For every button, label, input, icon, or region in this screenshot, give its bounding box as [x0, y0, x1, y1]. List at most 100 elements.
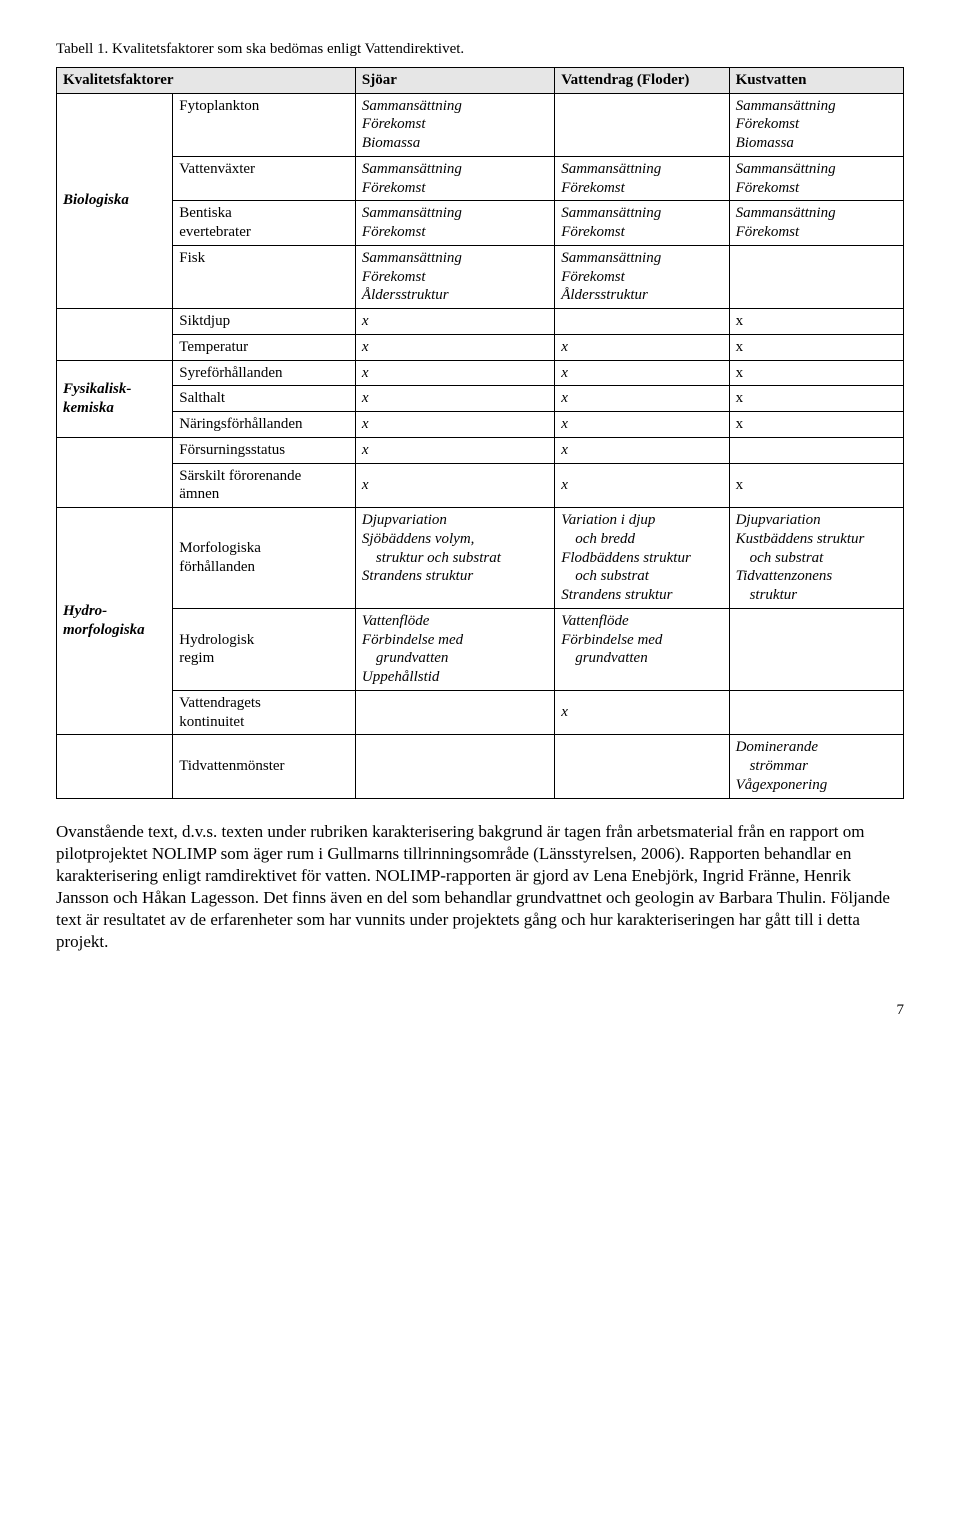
- cell-value: x: [355, 412, 554, 438]
- cell-value: DominerandeströmmarVågexponering: [729, 735, 903, 798]
- row-label-line: Vattendragets: [179, 694, 349, 713]
- row-label-line: förhållanden: [179, 558, 349, 577]
- group-fysikalisk: Fysikalisk-kemiska: [57, 360, 173, 437]
- cell-value: Variation i djupoch breddFlodbäddens str…: [555, 508, 729, 609]
- group-empty: [57, 735, 173, 798]
- cell-value: x: [355, 309, 554, 335]
- table-row: Temperatur x x x: [57, 334, 904, 360]
- row-label: Fytoplankton: [173, 93, 356, 156]
- row-label-line: evertebrater: [179, 223, 349, 242]
- table-row: Näringsförhållanden x x x: [57, 412, 904, 438]
- table-row: Hydro-morfologiska Morfologiska förhålla…: [57, 508, 904, 609]
- table-row: Fisk SammansättningFörekomstÅldersstrukt…: [57, 245, 904, 308]
- group-hydro: Hydro-morfologiska: [57, 508, 173, 735]
- row-label: Hydrologisk regim: [173, 608, 356, 690]
- table-row: Särskilt förorenande ämnen x x x: [57, 463, 904, 508]
- table-row: Biologiska Fytoplankton SammansättningFö…: [57, 93, 904, 156]
- row-label-line: regim: [179, 649, 349, 668]
- row-label-line: Hydrologisk: [179, 631, 349, 650]
- row-label: Vattenväxter: [173, 156, 356, 201]
- row-label: Försurningsstatus: [173, 437, 356, 463]
- cell-value: x: [355, 463, 554, 508]
- row-label-line: Morfologiska: [179, 539, 349, 558]
- cell-value: VattenflödeFörbindelse medgrundvatten: [555, 608, 729, 690]
- body-paragraph: Ovanstående text, d.v.s. texten under ru…: [56, 821, 904, 954]
- row-label: Vattendragets kontinuitet: [173, 690, 356, 735]
- col-header-kust: Kustvatten: [729, 67, 903, 93]
- cell-value: [355, 735, 554, 798]
- table-row: Bentiska evertebrater SammansättningFöre…: [57, 201, 904, 246]
- row-label: Salthalt: [173, 386, 356, 412]
- cell-value: [555, 735, 729, 798]
- cell-value: VattenflödeFörbindelse medgrundvattenUpp…: [355, 608, 554, 690]
- row-label: Fisk: [173, 245, 356, 308]
- cell-value: SammansättningFörekomst: [729, 156, 903, 201]
- cell-value: SammansättningFörekomstBiomassa: [729, 93, 903, 156]
- table-row: Vattenväxter SammansättningFörekomst Sam…: [57, 156, 904, 201]
- cell-value: [729, 437, 903, 463]
- row-label: Morfologiska förhållanden: [173, 508, 356, 609]
- table-header-row: Kvalitetsfaktorer Sjöar Vattendrag (Flod…: [57, 67, 904, 93]
- cell-value: x: [729, 309, 903, 335]
- cell-value: x: [355, 437, 554, 463]
- cell-value: x: [555, 437, 729, 463]
- row-label-line: Särskilt förorenande: [179, 467, 349, 486]
- cell-value: DjupvariationKustbäddens strukturoch sub…: [729, 508, 903, 609]
- row-label-line: kontinuitet: [179, 713, 349, 732]
- col-header-sjoar: Sjöar: [355, 67, 554, 93]
- cell-value: SammansättningFörekomst: [355, 156, 554, 201]
- group-biologiska: Biologiska: [57, 93, 173, 309]
- cell-value: DjupvariationSjöbäddens volym,struktur o…: [355, 508, 554, 609]
- cell-value: x: [555, 386, 729, 412]
- table-row: Försurningsstatus x x: [57, 437, 904, 463]
- row-label: Syreförhållanden: [173, 360, 356, 386]
- group-empty: [57, 437, 173, 507]
- cell-value: SammansättningFörekomst: [555, 201, 729, 246]
- cell-value: x: [729, 463, 903, 508]
- cell-value: SammansättningFörekomstÅldersstruktur: [555, 245, 729, 308]
- cell-value: x: [355, 334, 554, 360]
- cell-value: [555, 309, 729, 335]
- cell-value: x: [555, 690, 729, 735]
- col-header-kvalitet: Kvalitetsfaktorer: [57, 67, 356, 93]
- col-header-floder: Vattendrag (Floder): [555, 67, 729, 93]
- cell-value: x: [729, 386, 903, 412]
- row-label: Temperatur: [173, 334, 356, 360]
- cell-value: SammansättningFörekomstÅldersstruktur: [355, 245, 554, 308]
- cell-value: [729, 245, 903, 308]
- row-label-line: ämnen: [179, 485, 349, 504]
- table-row: Vattendragets kontinuitet x: [57, 690, 904, 735]
- table-row: Salthalt x x x: [57, 386, 904, 412]
- cell-value: x: [729, 334, 903, 360]
- cell-value: [555, 93, 729, 156]
- table-row: Fysikalisk-kemiska Syreförhållanden x x …: [57, 360, 904, 386]
- row-label: Tidvattenmönster: [173, 735, 356, 798]
- cell-value: SammansättningFörekomstBiomassa: [355, 93, 554, 156]
- cell-value: [355, 690, 554, 735]
- page-number: 7: [56, 1001, 904, 1020]
- cell-value: x: [555, 334, 729, 360]
- row-label: Siktdjup: [173, 309, 356, 335]
- cell-value: x: [555, 463, 729, 508]
- group-empty: [57, 309, 173, 361]
- cell-value: x: [355, 386, 554, 412]
- quality-factors-table: Kvalitetsfaktorer Sjöar Vattendrag (Flod…: [56, 67, 904, 799]
- row-label-line: Bentiska: [179, 204, 349, 223]
- cell-value: x: [355, 360, 554, 386]
- cell-value: x: [555, 360, 729, 386]
- cell-value: [729, 608, 903, 690]
- cell-value: x: [729, 412, 903, 438]
- row-label: Särskilt förorenande ämnen: [173, 463, 356, 508]
- table-row: Hydrologisk regim VattenflödeFörbindelse…: [57, 608, 904, 690]
- row-label: Näringsförhållanden: [173, 412, 356, 438]
- cell-value: SammansättningFörekomst: [555, 156, 729, 201]
- cell-value: x: [555, 412, 729, 438]
- cell-value: SammansättningFörekomst: [729, 201, 903, 246]
- table-caption: Tabell 1. Kvalitetsfaktorer som ska bedö…: [56, 40, 904, 59]
- table-row: Siktdjup x x: [57, 309, 904, 335]
- cell-value: SammansättningFörekomst: [355, 201, 554, 246]
- row-label: Bentiska evertebrater: [173, 201, 356, 246]
- cell-value: x: [729, 360, 903, 386]
- cell-value: [729, 690, 903, 735]
- table-row: Tidvattenmönster DominerandeströmmarVåge…: [57, 735, 904, 798]
